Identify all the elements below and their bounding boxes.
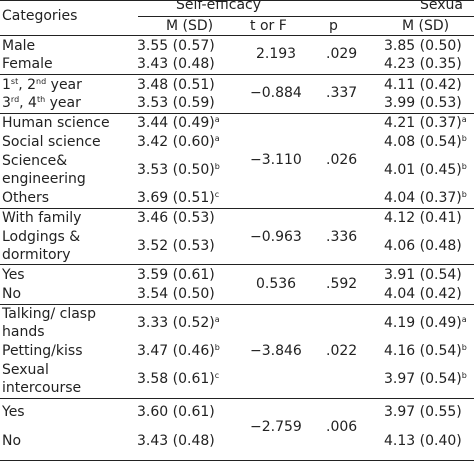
cell-sci-m1: 3.53 (0.50)b [137,162,220,178]
year-p-value: .337 [326,85,358,101]
cell-pet-m2: 4.16 (0.54)b [384,343,467,359]
header-bottom-rule [0,35,474,36]
cell-female-m2: 4.23 (0.35) [384,56,462,72]
row-label-male: Male [2,38,36,54]
cell-social-m2: 4.08 (0.54)b [384,134,467,150]
row-label-year-1-2: 1st, 2nd year [2,77,82,93]
rule-contact [0,398,474,399]
row-label-with-family: With family [2,210,82,226]
row-label-lodgings-line1: Lodgings & [2,229,81,245]
row-label-sexual-line2: intercourse [2,380,82,396]
cell-others-m2: 4.04 (0.37)b [384,190,467,206]
header-self-efficacy: Self-efficacy [176,0,262,13]
cell-no2-m2: 4.13 (0.40) [384,433,462,449]
row-label-human-science: Human science [2,115,110,131]
cell-no2-m1: 3.43 (0.48) [137,433,215,449]
rule-residence [0,264,474,265]
major-t-value: −3.110 [250,152,302,168]
cell-yes2-m2: 3.97 (0.55) [384,404,462,420]
header-m-sd: M (SD) [166,18,214,34]
cell-y34-m1: 3.53 (0.59) [137,95,215,111]
cell-sci-m2: 4.01 (0.45)b [384,162,467,178]
header-m-sd-2: M (SD) [402,18,450,34]
row-label-lodgings-line2: dormitory [2,247,71,263]
cell-sex-m2: 3.97 (0.54)b [384,371,467,387]
top-rule [0,0,474,1]
cell-lodgings-m1: 3.52 (0.53) [137,238,215,254]
cell-pet-m1: 3.47 (0.46)b [137,343,220,359]
yn2-t-value: −2.759 [250,419,302,435]
cell-no1-m2: 4.04 (0.42) [384,286,462,302]
yn1-t-value: 0.536 [256,276,297,292]
row-label-science-line2: engineering [2,171,86,187]
contact-t-value: −3.846 [250,343,302,359]
header-sexual: Sexua [420,0,463,13]
row-label-sexual-line1: Sexual [2,362,49,378]
yn1-p-value: .592 [326,276,358,292]
row-label-no-2: No [2,433,22,449]
bottom-rule [0,460,474,461]
header-p: p [329,18,338,34]
row-label-others: Others [2,190,50,206]
cell-others-m1: 3.69 (0.51)c [137,190,220,206]
row-label-talking-line2: hands [2,324,45,340]
yn2-p-value: .006 [326,419,358,435]
cell-family-m2: 4.12 (0.41) [384,210,462,226]
major-p-value: .026 [326,152,358,168]
cell-yes1-m1: 3.59 (0.61) [137,267,215,283]
cell-male-m1: 3.55 (0.57) [137,38,215,54]
residence-t-value: −0.963 [250,229,302,245]
rule-yn1 [0,304,474,305]
gender-t-value: 2.193 [256,46,297,62]
gender-p-value: .029 [326,46,358,62]
row-label-yes-1: Yes [2,267,25,283]
header-categories: Categories [2,8,78,24]
row-label-female: Female [2,56,53,72]
header-t-or-f: t or F [250,18,287,34]
row-label-science-line1: Science& [2,153,68,169]
row-label-social-science: Social science [2,134,101,150]
cell-human-m1: 3.44 (0.49)a [137,115,220,131]
year-t-value: −0.884 [250,85,302,101]
contact-p-value: .022 [326,343,358,359]
row-label-talking-line1: Talking/ clasp [2,306,96,322]
row-label-yes-2: Yes [2,404,25,420]
cell-social-m1: 3.42 (0.60)a [137,134,220,150]
row-label-year-3-4: 3rd, 4th year [2,95,81,111]
cell-no1-m1: 3.54 (0.50) [137,286,215,302]
cell-female-m1: 3.43 (0.48) [137,56,215,72]
cell-y12-m1: 3.48 (0.51) [137,77,215,93]
residence-p-value: .336 [326,229,358,245]
cell-sex-m1: 3.58 (0.61)c [137,371,220,387]
cell-yes1-m2: 3.91 (0.54) [384,267,462,283]
row-label-no-1: No [2,286,22,302]
cell-yes2-m1: 3.60 (0.61) [137,404,215,420]
group-header-rule [138,16,474,17]
rule-major [0,208,474,209]
cell-family-m1: 3.46 (0.53) [137,210,215,226]
cell-talk-m2: 4.19 (0.49)a [384,315,467,331]
cell-human-m2: 4.21 (0.37)a [384,115,467,131]
row-label-petting: Petting/kiss [2,343,83,359]
rule-gender [0,74,474,75]
cell-male-m2: 3.85 (0.50) [384,38,462,54]
cell-y12-m2: 4.11 (0.42) [384,77,462,93]
cell-talk-m1: 3.33 (0.52)a [137,315,220,331]
rule-year [0,113,474,114]
cell-lodgings-m2: 4.06 (0.48) [384,238,462,254]
cell-y34-m2: 3.99 (0.53) [384,95,462,111]
